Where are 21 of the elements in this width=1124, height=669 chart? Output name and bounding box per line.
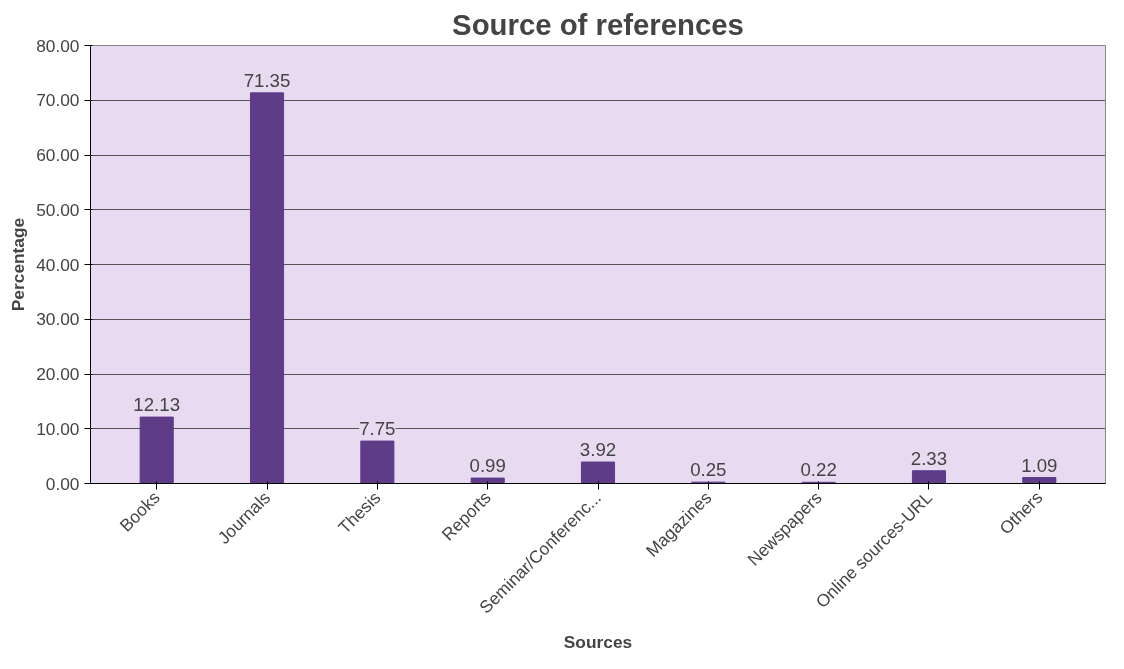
data-label: 0.25 — [690, 459, 727, 481]
y-tick-label: 0.00 — [45, 473, 80, 494]
chart-title: Source of references — [452, 7, 744, 41]
data-label: 7.75 — [359, 418, 396, 440]
y-tick-label: 10.00 — [36, 418, 80, 439]
y-tick-label: 40.00 — [36, 254, 80, 275]
data-label: 12.13 — [133, 394, 181, 416]
data-label: 2.33 — [910, 447, 948, 469]
y-tick-label: 50.00 — [36, 199, 80, 220]
x-axis-title: Sources — [563, 632, 633, 653]
y-tick-label: 80.00 — [36, 35, 80, 56]
y-tick-label: 30.00 — [36, 309, 80, 330]
y-axis-title: Percentage — [8, 217, 29, 312]
data-label: 1.09 — [1021, 454, 1058, 476]
y-tick-label: 20.00 — [36, 364, 80, 384]
data-label: 3.92 — [579, 439, 617, 461]
data-label: 0.22 — [800, 459, 837, 481]
data-label: 0.99 — [469, 455, 506, 477]
y-tick-label: 60.00 — [36, 145, 80, 165]
data-label: 71.35 — [243, 69, 291, 91]
y-tick-label: 70.00 — [36, 90, 80, 111]
